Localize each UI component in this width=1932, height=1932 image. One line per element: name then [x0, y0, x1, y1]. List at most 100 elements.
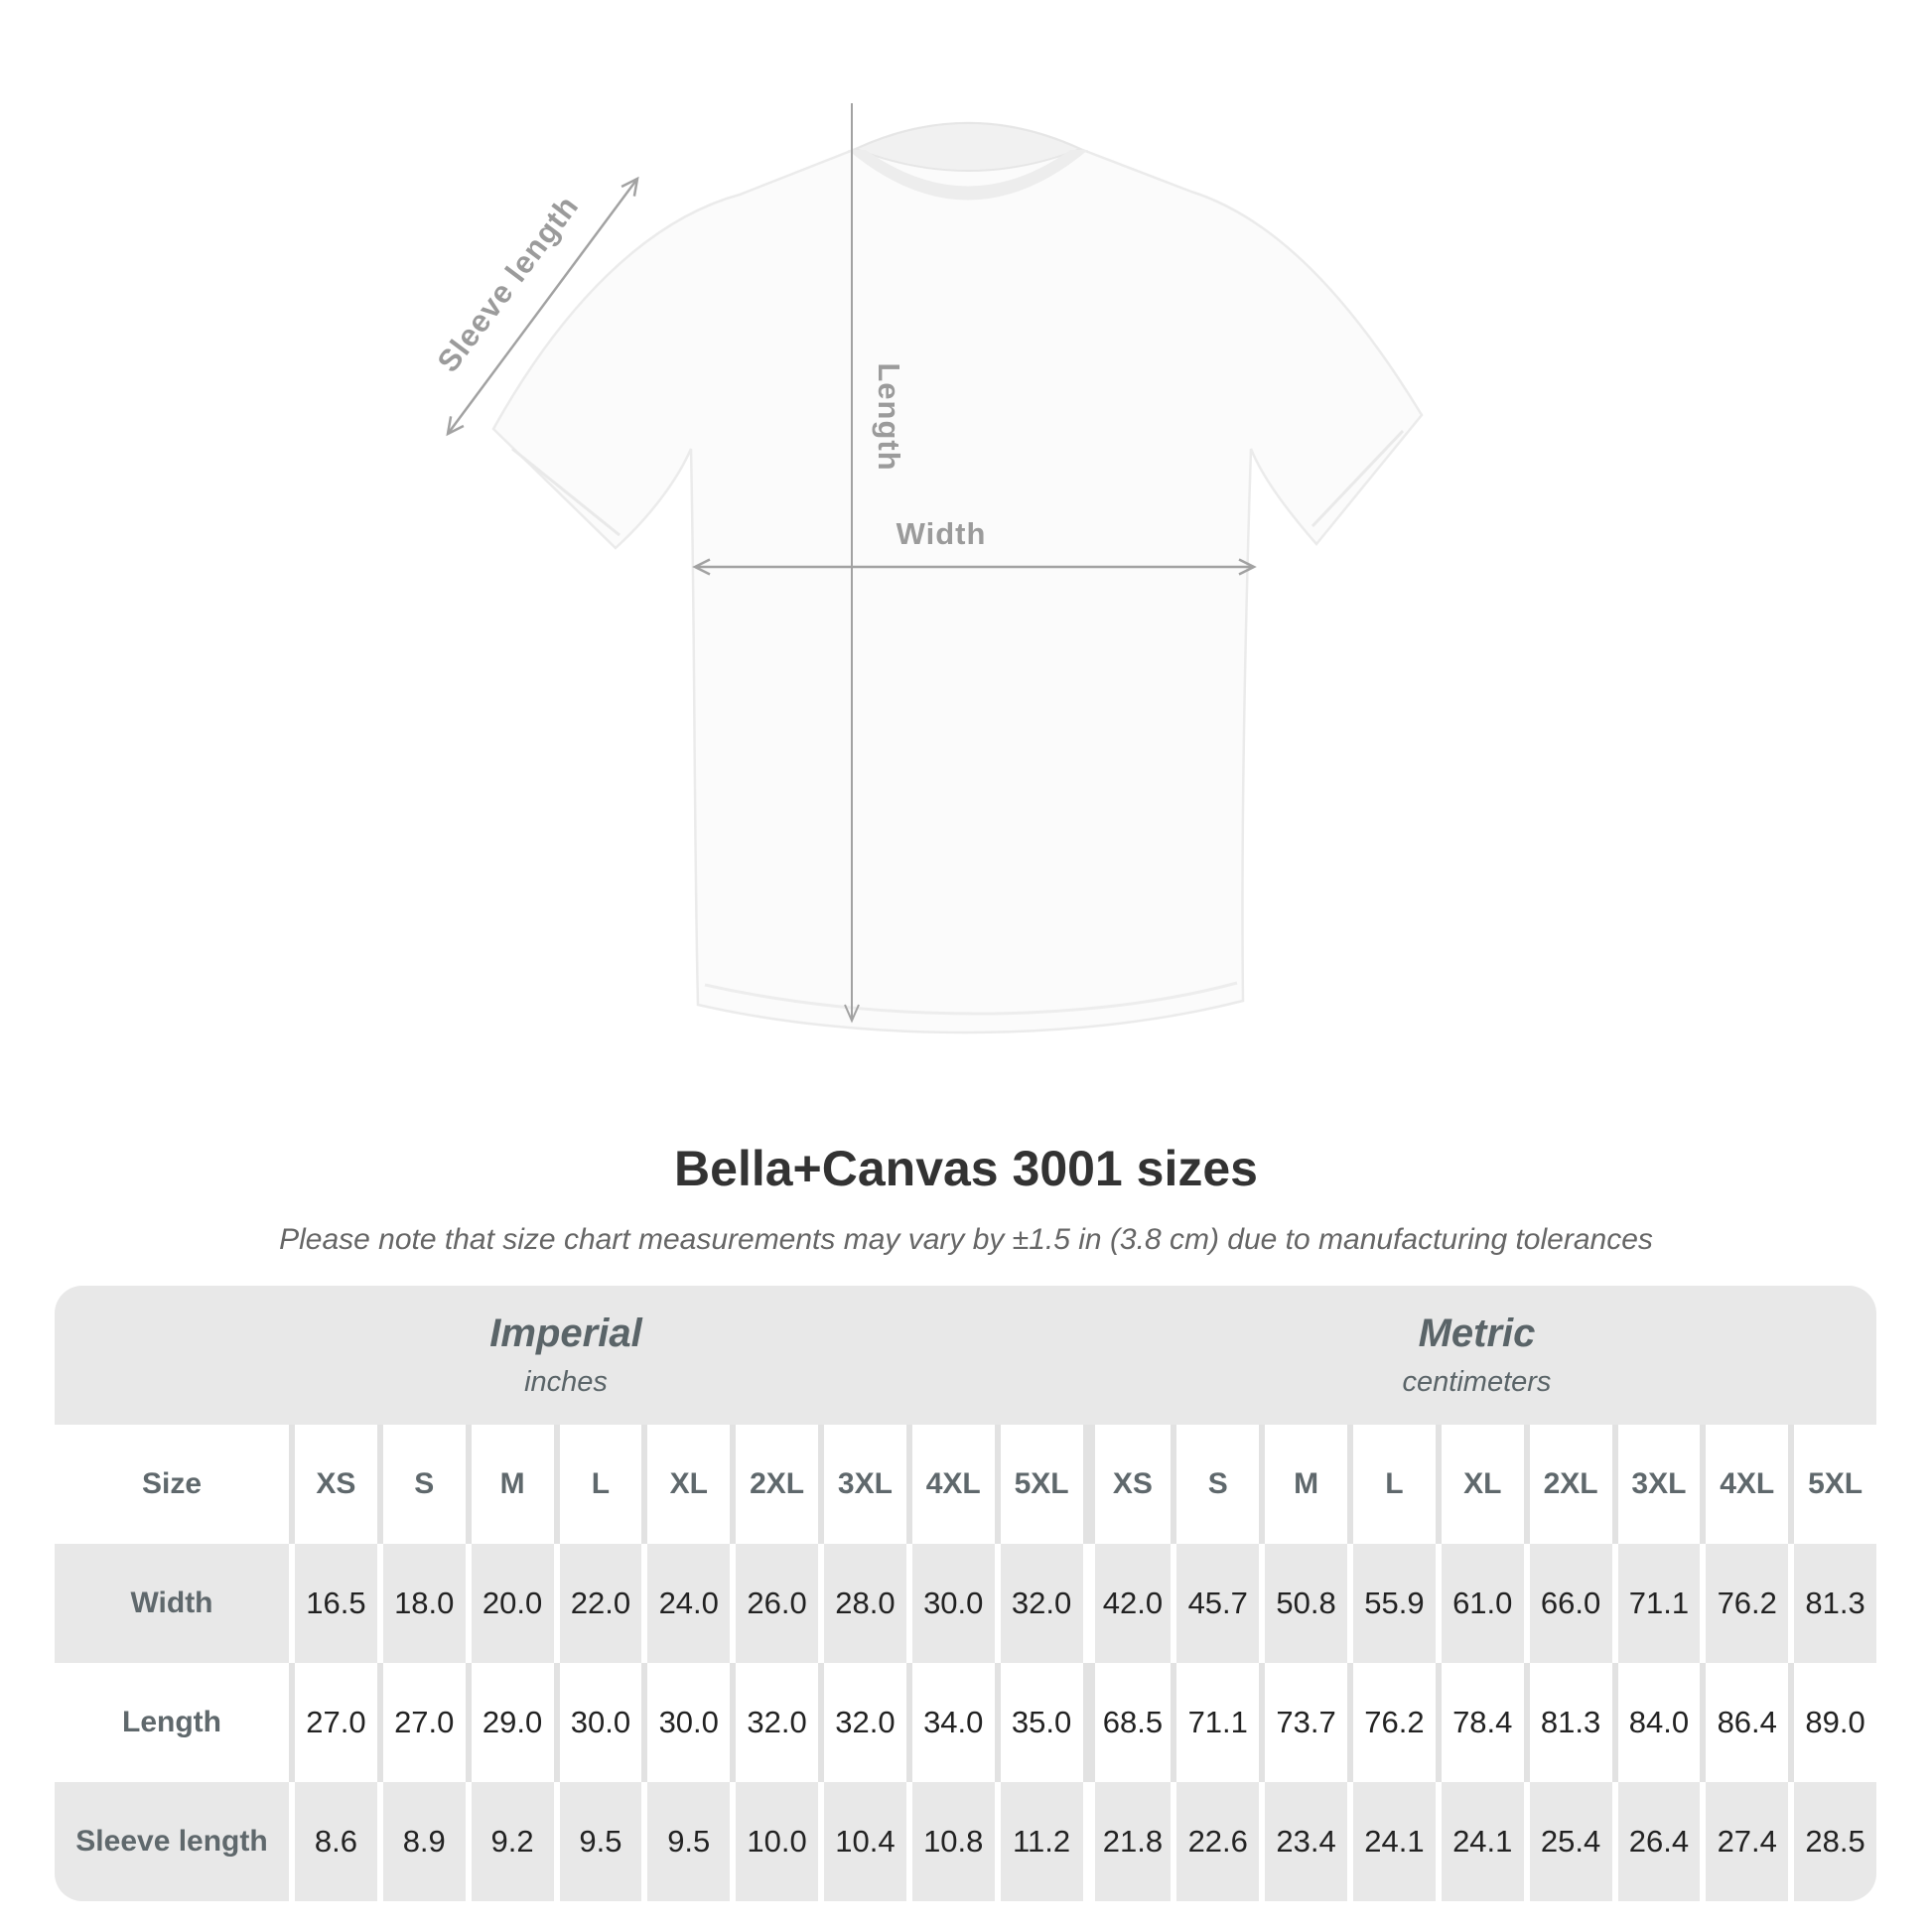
value-length-imperial-m: 29.0 — [465, 1663, 554, 1782]
value-sleeve-length-metric-3xl: 26.4 — [1611, 1782, 1701, 1901]
value-sleeve-length-metric-xl: 24.1 — [1435, 1782, 1524, 1901]
value-width-metric-l: 55.9 — [1347, 1544, 1436, 1663]
col-header-imperial-3xl: 3XL — [818, 1425, 906, 1544]
row-label-length: Length — [55, 1663, 289, 1782]
col-header-imperial-4xl: 4XL — [905, 1425, 995, 1544]
sleeve-length-arrow — [446, 176, 639, 437]
value-length-imperial-xl: 30.0 — [641, 1663, 731, 1782]
col-header-imperial-5xl: 5XL — [994, 1425, 1083, 1544]
value-width-imperial-xl: 24.0 — [641, 1544, 731, 1663]
value-width-metric-m: 50.8 — [1259, 1544, 1347, 1663]
row-label-width: Width — [55, 1544, 289, 1663]
table-row-length: Length 27.0 27.0 29.0 30.0 30.0 32.0 32.0 34.0 35… — [55, 1663, 1876, 1782]
value-length-metric-l: 76.2 — [1347, 1663, 1436, 1782]
value-sleeve-length-imperial-xl: 9.5 — [641, 1782, 731, 1901]
row-label-sleeve-length: Sleeve length — [55, 1782, 289, 1901]
value-width-imperial-3xl: 28.0 — [818, 1544, 906, 1663]
value-sleeve-length-imperial-xs: 8.6 — [289, 1782, 377, 1901]
col-header-metric-m: M — [1259, 1425, 1347, 1544]
value-sleeve-length-metric-s: 22.6 — [1171, 1782, 1260, 1901]
value-sleeve-length-imperial-2xl: 10.0 — [730, 1782, 818, 1901]
value-length-imperial-l: 30.0 — [553, 1663, 642, 1782]
imperial-section-header: Imperial inches — [55, 1286, 1077, 1425]
col-header-metric-l: L — [1347, 1425, 1436, 1544]
col-header-imperial-xl: XL — [641, 1425, 731, 1544]
size-table: Imperial inches Metric centimeters Size X… — [55, 1286, 1876, 1901]
col-header-imperial-xs: XS — [289, 1425, 377, 1544]
value-width-imperial-s: 18.0 — [376, 1544, 466, 1663]
value-width-metric-s: 45.7 — [1171, 1544, 1260, 1663]
value-length-imperial-xs: 27.0 — [289, 1663, 377, 1782]
value-length-metric-2xl: 81.3 — [1523, 1663, 1612, 1782]
value-width-imperial-xs: 16.5 — [289, 1544, 377, 1663]
tshirt-body-shape — [491, 121, 1424, 1035]
col-header-imperial-m: M — [465, 1425, 554, 1544]
size-column-header: Size — [55, 1425, 289, 1544]
value-width-metric-2xl: 66.0 — [1523, 1544, 1612, 1663]
value-length-metric-m: 73.7 — [1259, 1663, 1347, 1782]
value-width-metric-xl: 61.0 — [1435, 1544, 1524, 1663]
value-length-imperial-4xl: 34.0 — [905, 1663, 995, 1782]
right-cuff-seam — [1311, 429, 1405, 528]
col-header-metric-3xl: 3XL — [1611, 1425, 1701, 1544]
col-header-metric-xl: XL — [1435, 1425, 1524, 1544]
value-sleeve-length-metric-4xl: 27.4 — [1700, 1782, 1789, 1901]
value-length-metric-3xl: 84.0 — [1611, 1663, 1701, 1782]
col-header-metric-5xl: 5XL — [1788, 1425, 1876, 1544]
value-width-imperial-4xl: 30.0 — [905, 1544, 995, 1663]
value-length-metric-5xl: 89.0 — [1788, 1663, 1876, 1782]
value-width-metric-5xl: 81.3 — [1788, 1544, 1876, 1663]
value-sleeve-length-metric-xs: 21.8 — [1082, 1782, 1172, 1901]
value-width-imperial-2xl: 26.0 — [730, 1544, 818, 1663]
tshirt-measurement-diagram: Sleeve length Length Width — [431, 103, 1424, 1035]
length-label: Length — [872, 362, 906, 472]
value-length-imperial-s: 27.0 — [376, 1663, 466, 1782]
value-width-metric-4xl: 76.2 — [1700, 1544, 1789, 1663]
imperial-section-title: Imperial — [489, 1311, 642, 1355]
value-sleeve-length-metric-2xl: 25.4 — [1523, 1782, 1612, 1901]
width-label: Width — [896, 516, 987, 551]
table-row-sleeve-length: Sleeve length 8.6 8.9 9.2 9.5 9.5 10.0 10.4 10.8… — [55, 1782, 1876, 1901]
length-arrow — [844, 103, 860, 1024]
col-header-metric-2xl: 2XL — [1523, 1425, 1612, 1544]
col-header-metric-xs: XS — [1082, 1425, 1172, 1544]
value-width-imperial-l: 22.0 — [553, 1544, 642, 1663]
metric-section-header: Metric centimeters — [1077, 1286, 1876, 1425]
value-sleeve-length-imperial-l: 9.5 — [553, 1782, 642, 1901]
value-sleeve-length-metric-m: 23.4 — [1259, 1782, 1347, 1901]
hem-stitch — [704, 981, 1238, 1016]
value-sleeve-length-imperial-4xl: 10.8 — [905, 1782, 995, 1901]
value-sleeve-length-imperial-m: 9.2 — [465, 1782, 554, 1901]
page-title: Bella+Canvas 3001 sizes — [674, 1141, 1258, 1196]
tolerance-note: Please note that size chart measurements… — [279, 1223, 1653, 1256]
value-width-imperial-m: 20.0 — [465, 1544, 554, 1663]
size-table-rows: Size XS S M L XL 2XL 3XL 4XL 5XL XS S M L XL 2XL 3XL 4XL 5… — [55, 1425, 1876, 1901]
collar-band — [848, 150, 1088, 201]
table-row-width: Width 16.5 18.0 20.0 22.0 24.0 26.0 28.0 30.0 32.… — [55, 1544, 1876, 1663]
value-length-metric-xs: 68.5 — [1082, 1663, 1172, 1782]
value-sleeve-length-imperial-5xl: 11.2 — [994, 1782, 1083, 1901]
col-header-metric-4xl: 4XL — [1700, 1425, 1789, 1544]
value-length-imperial-3xl: 32.0 — [818, 1663, 906, 1782]
value-width-imperial-5xl: 32.0 — [994, 1544, 1083, 1663]
col-header-imperial-s: S — [376, 1425, 466, 1544]
width-arrow — [692, 558, 1257, 576]
collar-opening — [853, 122, 1083, 172]
tshirt-illustration — [446, 103, 1424, 1035]
value-length-metric-xl: 78.4 — [1435, 1663, 1524, 1782]
col-header-metric-s: S — [1171, 1425, 1260, 1544]
value-sleeve-length-metric-l: 24.1 — [1347, 1782, 1436, 1901]
value-width-metric-xs: 42.0 — [1082, 1544, 1172, 1663]
value-sleeve-length-metric-5xl: 28.5 — [1788, 1782, 1876, 1901]
value-length-metric-4xl: 86.4 — [1700, 1663, 1789, 1782]
metric-section-units: centimeters — [1402, 1366, 1552, 1398]
imperial-section-units: inches — [524, 1366, 608, 1398]
value-width-metric-3xl: 71.1 — [1611, 1544, 1701, 1663]
metric-section-title: Metric — [1418, 1311, 1536, 1355]
col-header-imperial-2xl: 2XL — [730, 1425, 818, 1544]
value-length-imperial-5xl: 35.0 — [994, 1663, 1083, 1782]
col-header-imperial-l: L — [553, 1425, 642, 1544]
value-length-imperial-2xl: 32.0 — [730, 1663, 818, 1782]
left-cuff-seam — [511, 447, 621, 537]
